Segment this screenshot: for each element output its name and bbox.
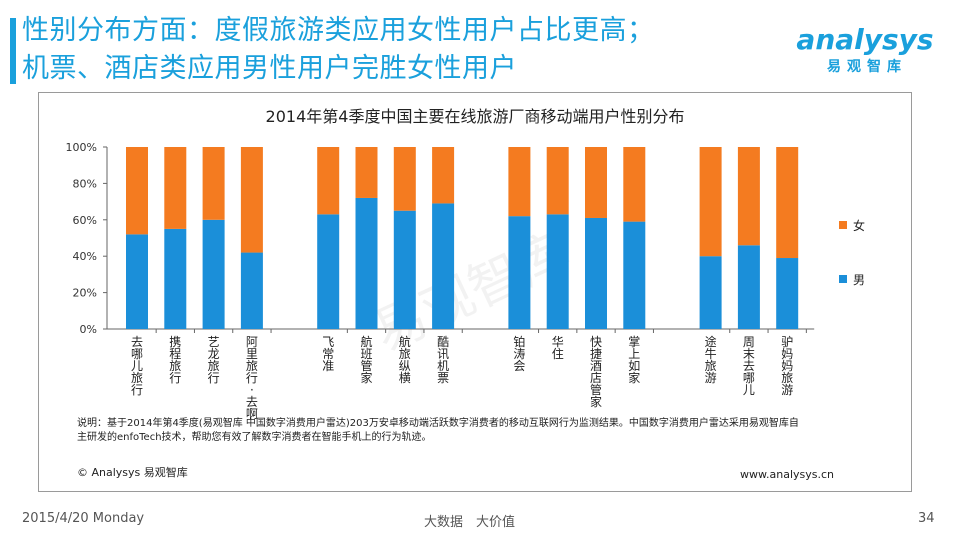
legend-label-male: 男 <box>853 273 865 287</box>
bar-female <box>623 147 646 222</box>
bar-male <box>393 210 416 329</box>
chart-copyright: © Analysys 易观智库 <box>77 465 188 479</box>
x-category-label: 铂涛会 <box>513 334 525 373</box>
bar-female <box>126 147 148 235</box>
x-category-label: 飞常准 <box>322 335 334 373</box>
x-category-label: 途牛旅游 <box>705 334 717 385</box>
x-category-label: 阿里旅行·去啊 <box>246 335 258 421</box>
page-title-line1: 性别分布方面：度假旅游类应用女性用户占比更高； <box>22 15 655 46</box>
footer-slogan: 大数据 大价值 <box>424 515 516 530</box>
bar-male <box>126 234 148 329</box>
chart-frame: 2014年第4季度中国主要在线旅游厂商移动端用户性别分布 易观智库 0% 20% 40%… <box>38 92 912 492</box>
y-tick-label: 40% <box>73 250 97 263</box>
bar-male <box>585 217 607 329</box>
bar-male <box>432 203 455 329</box>
analysys-logo: analysys 易观智库 <box>790 20 940 90</box>
x-category-label: 航旅纵横 <box>399 334 411 385</box>
x-category-label: 掌上如家 <box>628 335 640 385</box>
bar-male <box>737 245 760 329</box>
bar-male <box>317 214 340 329</box>
y-tick-label: 20% <box>73 287 97 300</box>
x-category-label: 周末去哪儿 <box>743 335 755 397</box>
title-accent-bar <box>10 18 16 84</box>
legend-label-female: 女 <box>853 218 865 233</box>
bar-female <box>585 147 607 218</box>
bar-male <box>202 219 225 329</box>
bar-female <box>546 147 569 215</box>
y-tick-label: 0% <box>80 323 97 336</box>
bar-female <box>202 147 225 220</box>
bar-male <box>355 197 378 329</box>
bar-female <box>432 147 455 204</box>
x-category-label: 携程旅行 <box>169 334 181 385</box>
bar-male <box>546 214 569 329</box>
legend-swatch-female <box>839 221 847 229</box>
y-tick-label: 60% <box>73 214 97 227</box>
bar-female <box>393 147 416 211</box>
y-tick-label: 80% <box>73 177 97 190</box>
logo-chinese-name: 易观智库 <box>827 59 907 75</box>
bar-male <box>164 228 187 329</box>
footer-date: 2015/4/20 Monday <box>22 511 145 526</box>
chart-title: 2014年第4季度中国主要在线旅游厂商移动端用户性别分布 <box>266 107 685 126</box>
legend-swatch-male <box>839 275 847 283</box>
bar-female <box>508 147 531 217</box>
bar-female <box>317 147 340 215</box>
bar-female <box>355 147 378 198</box>
bar-male <box>508 216 531 329</box>
bar-female <box>164 147 187 229</box>
bar-female <box>776 147 799 259</box>
x-category-label: 快捷酒店管家 <box>590 335 602 409</box>
chart-website: www.analysys.cn <box>740 468 834 481</box>
bar-male <box>240 252 263 329</box>
page-number: 34 <box>918 511 935 526</box>
x-category-label: 驴妈妈旅游 <box>781 334 793 397</box>
x-category-label: 艺龙旅行 <box>208 335 220 385</box>
page-title: 性别分布方面：度假旅游类应用女性用户占比更高； 机票、酒店类应用男性用户完胜女性… <box>22 12 782 88</box>
bar-female <box>737 147 760 246</box>
x-category-label: 酷讯机票 <box>437 335 449 385</box>
page-title-line2: 机票、酒店类应用男性用户完胜女性用户 <box>22 53 517 84</box>
x-category-label: 去哪儿旅行 <box>131 335 143 397</box>
x-category-label: 华住 <box>552 335 564 361</box>
bar-male <box>623 221 646 329</box>
bar-male <box>699 256 722 329</box>
bar-female <box>240 147 263 253</box>
x-category-label: 航班管家 <box>360 334 372 385</box>
chart-note: 说明：基于2014年第4季度(易观智库 中国数字消费用户雷达)203万安卓移动端… <box>77 416 799 443</box>
bar-male <box>776 258 799 329</box>
logo-wordmark: analysys <box>796 23 934 56</box>
y-tick-label: 100% <box>66 141 97 154</box>
bar-female <box>699 147 722 257</box>
stacked-bar-chart: 2014年第4季度中国主要在线旅游厂商移动端用户性别分布易观智库0%20%40%… <box>66 107 865 481</box>
